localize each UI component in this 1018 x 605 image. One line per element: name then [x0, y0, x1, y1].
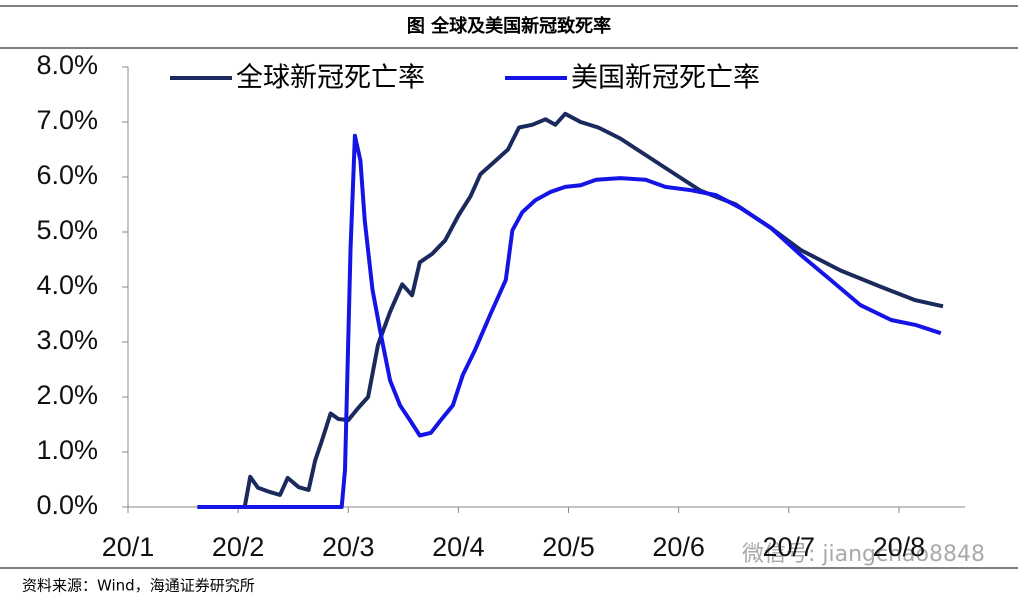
source: 资料来源：Wind，海通证券研究所	[22, 577, 255, 595]
y-tick-label: 5.0%	[36, 215, 98, 245]
x-tick-label: 20/2	[212, 532, 265, 562]
x-tick-label: 20/3	[322, 532, 375, 562]
y-tick-label: 8.0%	[36, 50, 98, 80]
y-tick-label: 7.0%	[36, 105, 98, 135]
series-line	[197, 111, 944, 509]
x-tick-label: 20/1	[102, 532, 155, 562]
y-tick-label: 6.0%	[36, 160, 98, 190]
y-tick-label: 2.0%	[36, 380, 98, 410]
x-tick-label: 20/8	[873, 532, 926, 562]
y-tick-label: 0.0%	[36, 490, 98, 520]
x-tick-label: 20/4	[432, 532, 485, 562]
y-tick-label: 1.0%	[36, 435, 98, 465]
y-tick-label: 4.0%	[36, 270, 98, 300]
legend-label: 美国新冠死亡率	[571, 63, 760, 94]
x-tick-label: 20/6	[652, 532, 705, 562]
x-tick-label: 20/5	[542, 532, 595, 562]
plot-area: 0.0% 1.0% 2.0% 3.0% 4.0% 5.0% 6.0% 7.0% 8.0% 20/1…	[36, 50, 965, 562]
legend-label: 全球新冠死亡率	[236, 63, 425, 94]
watermark: 微信号: jiangchao8848	[742, 542, 985, 567]
series-line	[197, 133, 942, 509]
chart-title: 图 全球及美国新冠致死率	[407, 15, 611, 37]
x-tick-label: 20/7	[763, 532, 816, 562]
y-tick-label: 3.0%	[36, 325, 98, 355]
